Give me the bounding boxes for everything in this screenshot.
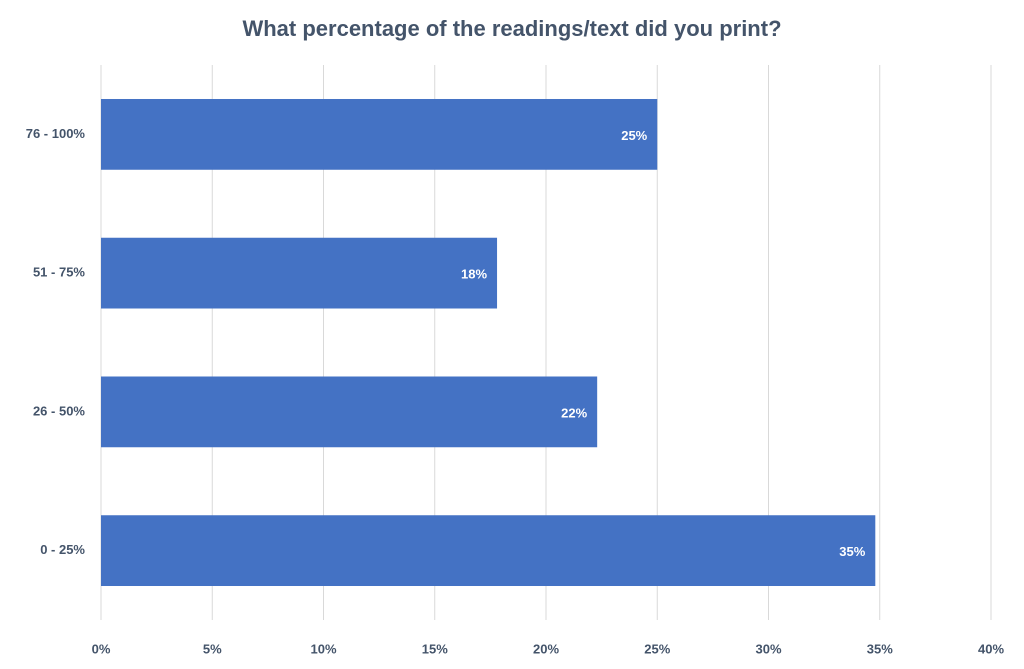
x-tick-label: 40% — [978, 641, 1004, 656]
x-tick-label: 0% — [92, 641, 111, 656]
x-tick-label: 30% — [755, 641, 781, 656]
value-label: 18% — [461, 267, 487, 282]
x-tick-label: 20% — [533, 641, 559, 656]
value-label: 35% — [839, 544, 865, 559]
y-tick-label: 76 - 100% — [26, 126, 86, 141]
y-tick-label: 26 - 50% — [33, 403, 85, 418]
bar — [101, 237, 498, 309]
chart-title: What percentage of the readings/text did… — [242, 16, 781, 41]
x-tick-label: 35% — [867, 641, 893, 656]
x-tick-label: 15% — [422, 641, 448, 656]
bar — [101, 98, 658, 170]
x-tick-label: 10% — [310, 641, 336, 656]
x-tick-label: 5% — [203, 641, 222, 656]
bar — [101, 376, 598, 448]
y-tick-label: 0 - 25% — [40, 542, 85, 557]
value-label: 22% — [561, 405, 587, 420]
y-tick-label: 51 - 75% — [33, 265, 85, 280]
bar — [101, 515, 876, 587]
value-label: 25% — [621, 128, 647, 143]
x-tick-label: 25% — [644, 641, 670, 656]
